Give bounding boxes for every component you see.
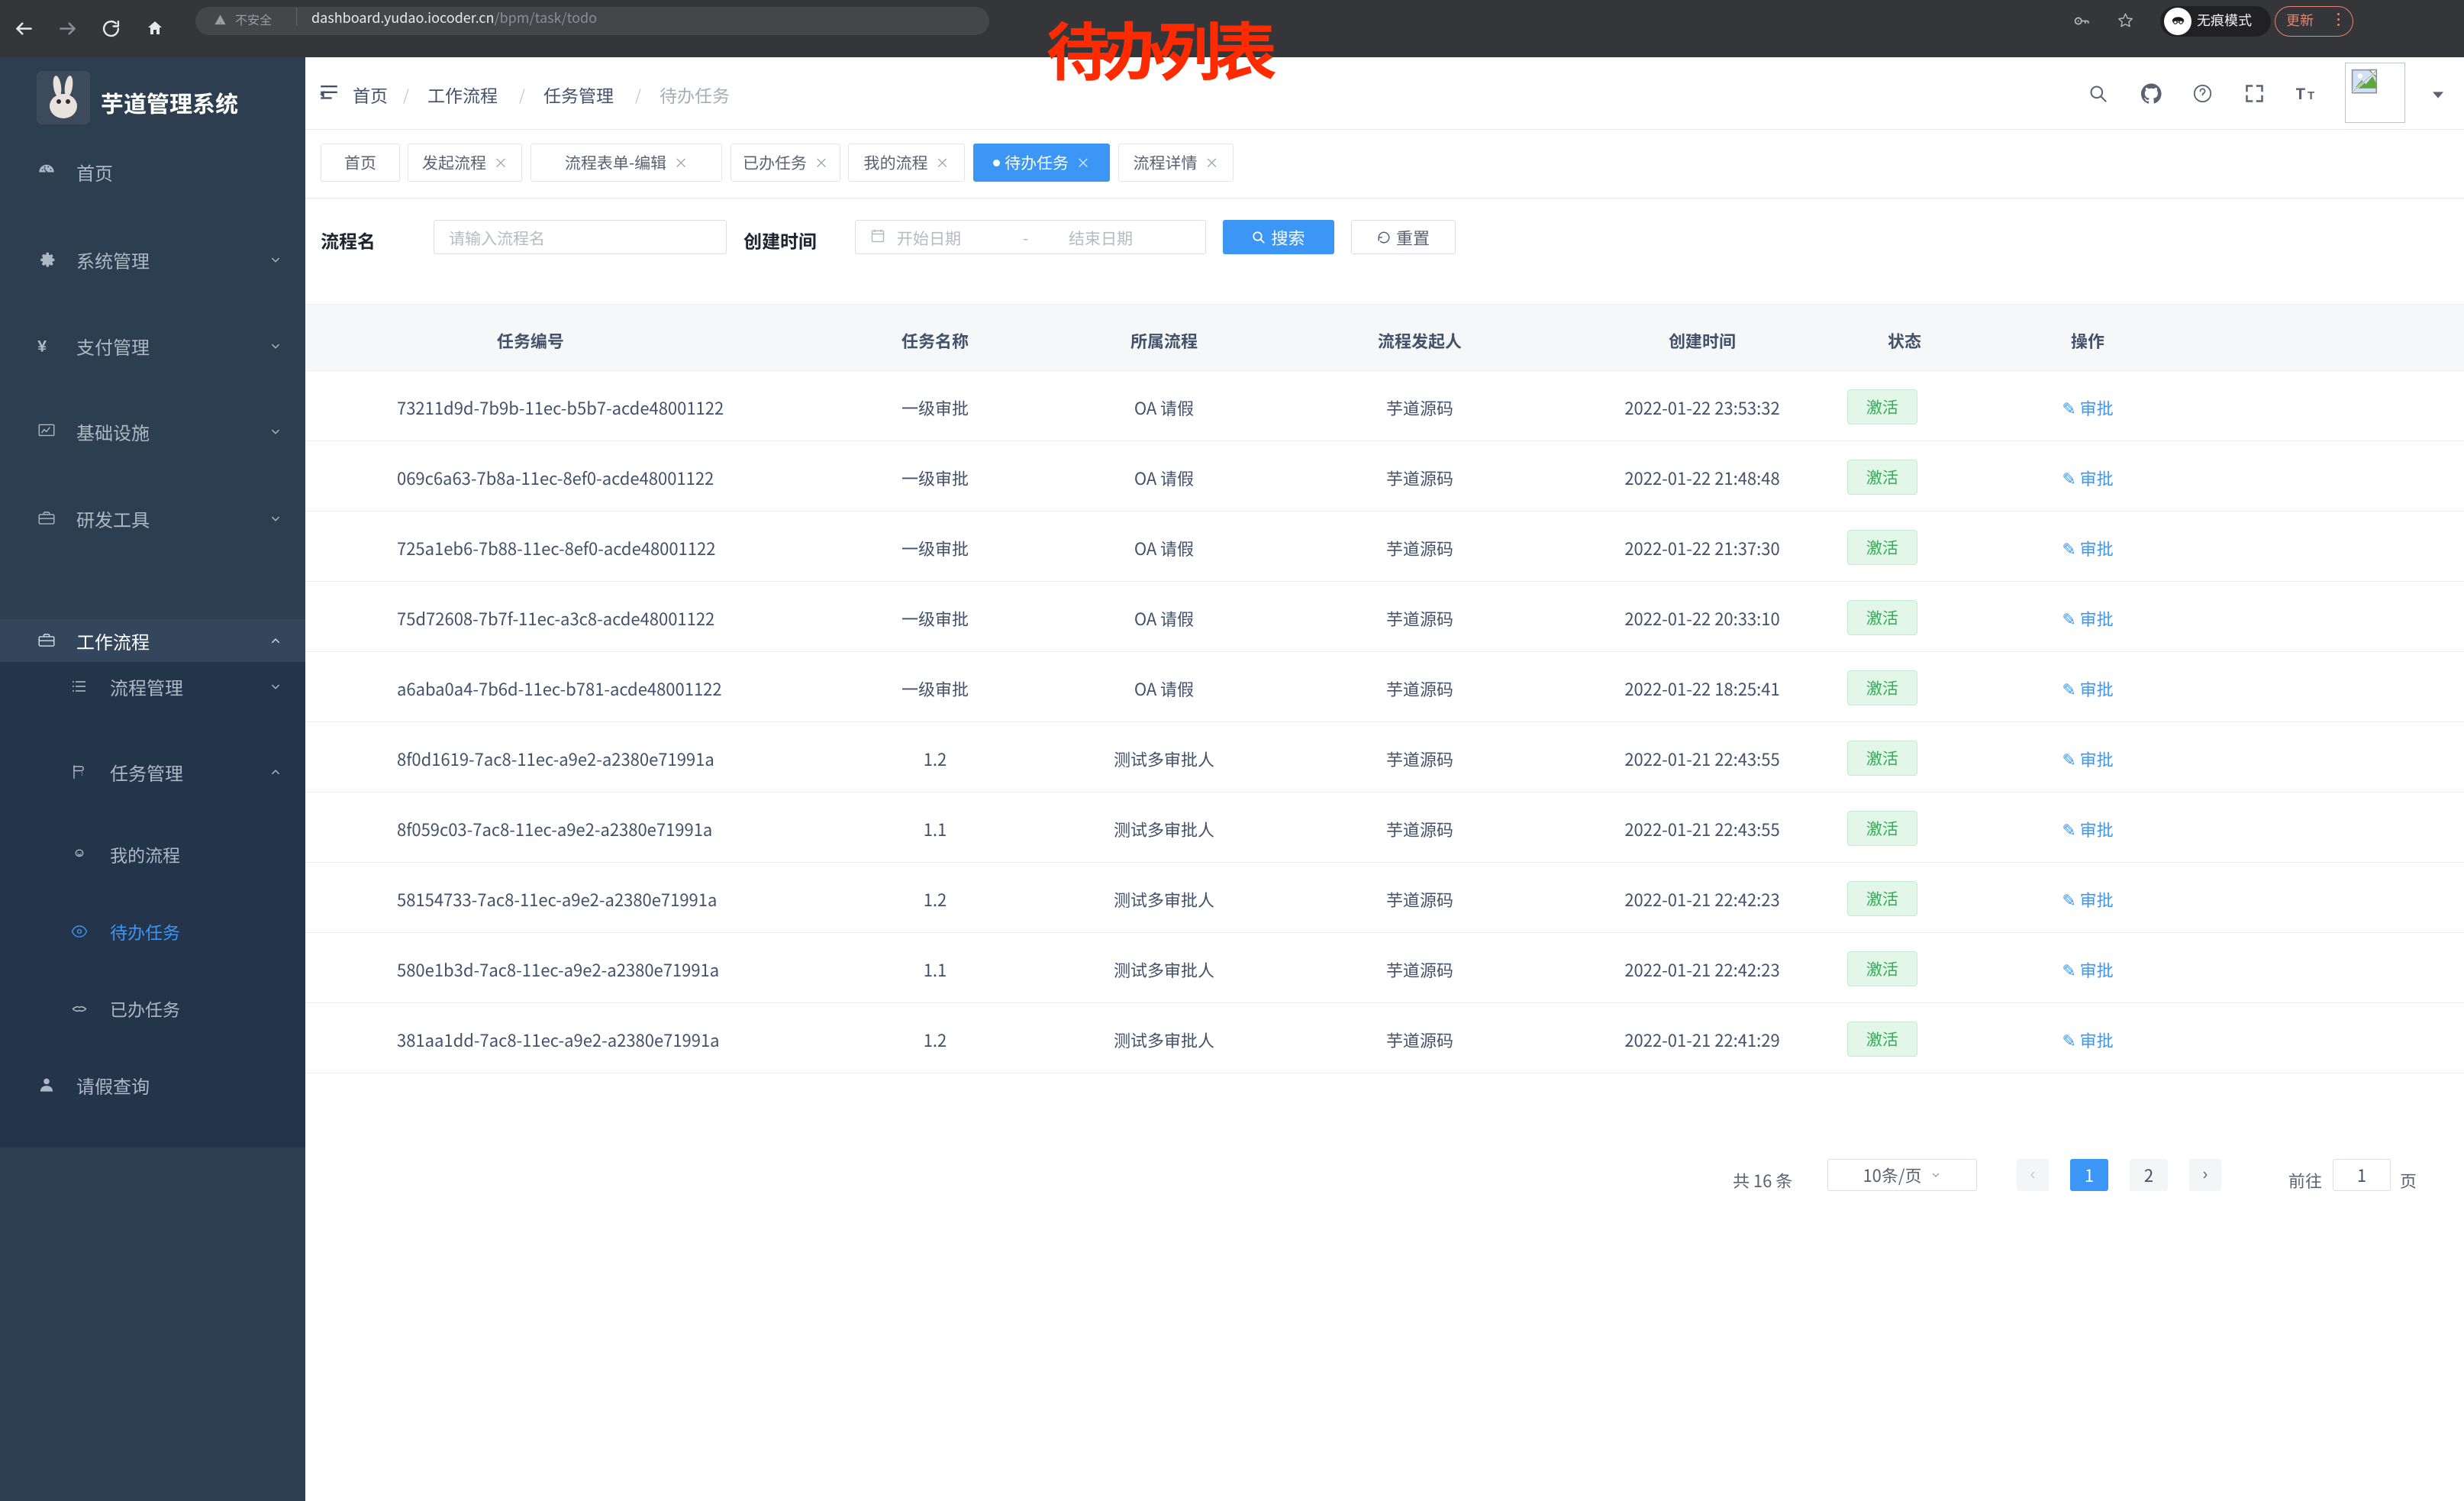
svg-text:T: T	[2308, 89, 2314, 102]
svg-text:¥: ¥	[37, 337, 47, 356]
svg-text:T: T	[2296, 85, 2305, 103]
